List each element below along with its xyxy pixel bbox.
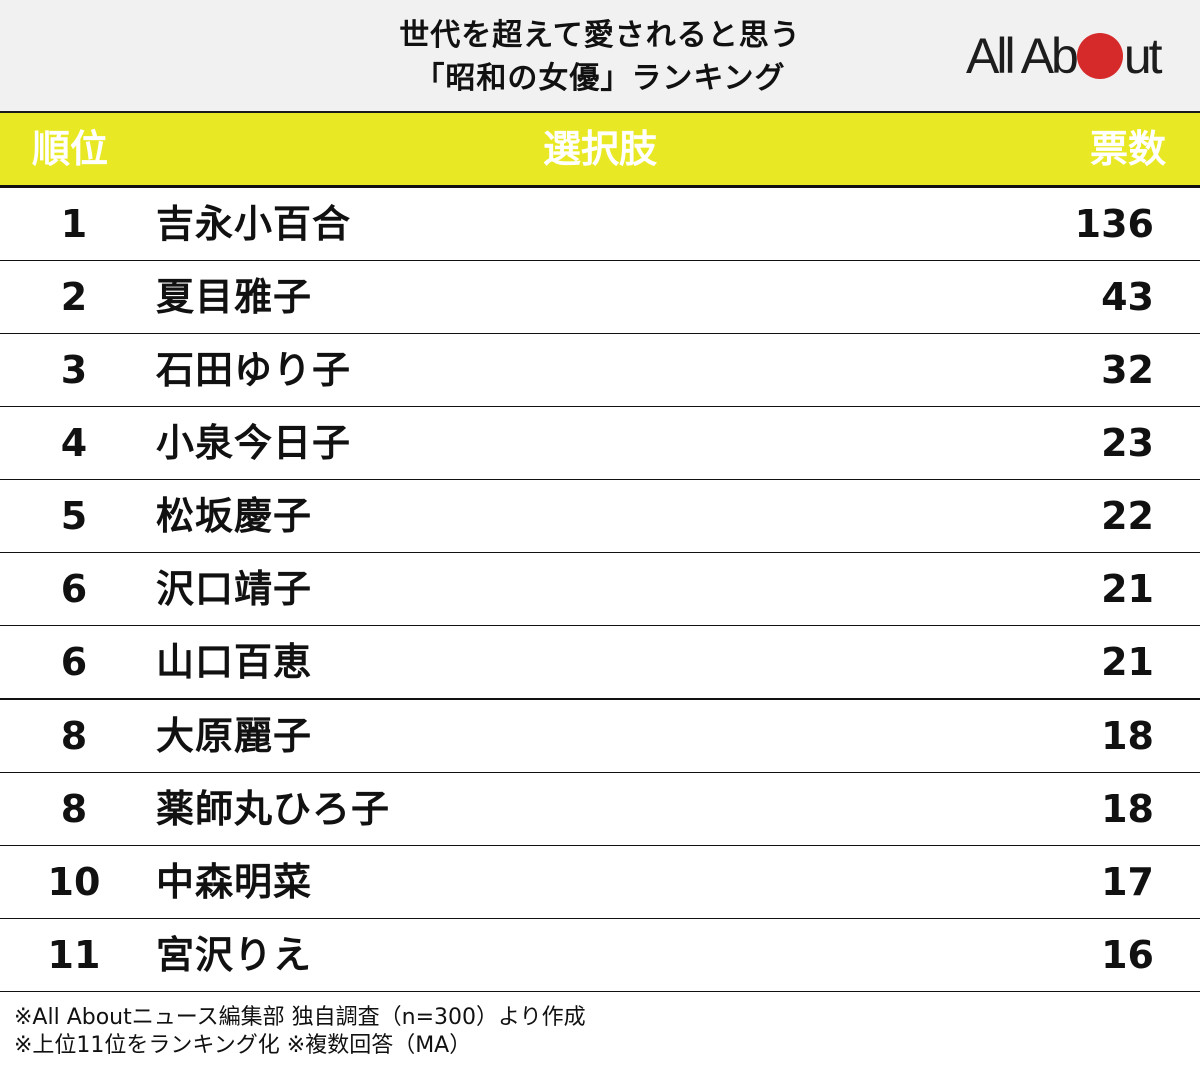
table-row: 8 薬師丸ひろ子 18 [0,773,1200,846]
title-area: 世代を超えて愛されると思う 「昭和の女優」ランキング All Ab ut [0,0,1200,113]
rank-cell: 3 [60,348,88,392]
rank-cell: 11 [47,933,101,977]
table-row: 11 宮沢りえ 16 [0,919,1200,992]
votes-cell: 21 [1101,640,1154,684]
rank-cell: 1 [60,202,88,246]
column-header-rank: 順位 [32,127,109,171]
table-row: 6 沢口靖子 21 [0,553,1200,626]
footer-note-method: ※上位11位をランキング化 ※複数回答（MA） [14,1033,472,1058]
rank-cell: 6 [60,567,88,611]
name-cell: 沢口靖子 [156,567,313,611]
column-header-votes: 票数 [1089,127,1166,171]
votes-cell: 23 [1101,421,1154,465]
name-cell: 小泉今日子 [156,421,352,465]
rank-cell: 8 [60,714,88,758]
votes-cell: 43 [1101,275,1154,319]
votes-cell: 32 [1101,348,1154,392]
table-row: 3 石田ゆり子 32 [0,334,1200,407]
title-line-1: 世代を超えて愛されると思う [399,18,801,53]
rank-cell: 2 [60,275,88,319]
votes-cell: 22 [1101,494,1154,538]
rank-cell: 6 [60,640,88,684]
logo-text-end: ut [1123,28,1163,84]
votes-cell: 136 [1074,202,1154,246]
name-cell: 石田ゆり子 [156,348,352,392]
name-cell: 薬師丸ひろ子 [156,787,391,831]
votes-cell: 18 [1101,787,1154,831]
votes-cell: 18 [1101,714,1154,758]
name-cell: 山口百恵 [156,640,313,684]
footer-note-source: ※All Aboutニュース編集部 独自調査（n=300）より作成 [14,1005,586,1030]
name-cell: 吉永小百合 [156,202,352,246]
allabout-logo: All Ab ut [966,28,1163,84]
name-cell: 松坂慶子 [156,494,313,538]
table-row: 6 山口百恵 21 [0,626,1200,700]
ranking-table-body: 1 吉永小百合 136 2 夏目雅子 43 3 石田ゆり子 32 4 小泉今日子… [0,188,1200,992]
table-row: 2 夏目雅子 43 [0,261,1200,334]
rank-cell: 5 [60,494,88,538]
logo-text-start: All Ab [966,28,1079,84]
logo-red-dot-icon [1076,33,1123,79]
name-cell: 大原麗子 [156,714,313,758]
footer-notes: ※All Aboutニュース編集部 独自調査（n=300）より作成 ※上位11位… [14,1004,586,1060]
table-row: 5 松坂慶子 22 [0,480,1200,553]
rank-cell: 8 [60,787,88,831]
name-cell: 夏目雅子 [156,275,313,319]
table-header: 順位 選択肢 票数 [0,113,1200,188]
table-row: 8 大原麗子 18 [0,700,1200,773]
column-header-choice: 選択肢 [542,127,657,171]
rank-cell: 10 [47,860,101,904]
table-row: 10 中森明菜 17 [0,846,1200,919]
votes-cell: 21 [1101,567,1154,611]
rank-cell: 4 [60,421,88,465]
title-line-2: 「昭和の女優」ランキング [414,61,786,96]
table-row: 4 小泉今日子 23 [0,407,1200,480]
name-cell: 宮沢りえ [156,933,313,977]
table-row: 1 吉永小百合 136 [0,188,1200,261]
chart-title: 世代を超えて愛されると思う 「昭和の女優」ランキング [300,14,900,100]
votes-cell: 17 [1101,860,1154,904]
name-cell: 中森明菜 [156,860,313,904]
votes-cell: 16 [1101,933,1154,977]
